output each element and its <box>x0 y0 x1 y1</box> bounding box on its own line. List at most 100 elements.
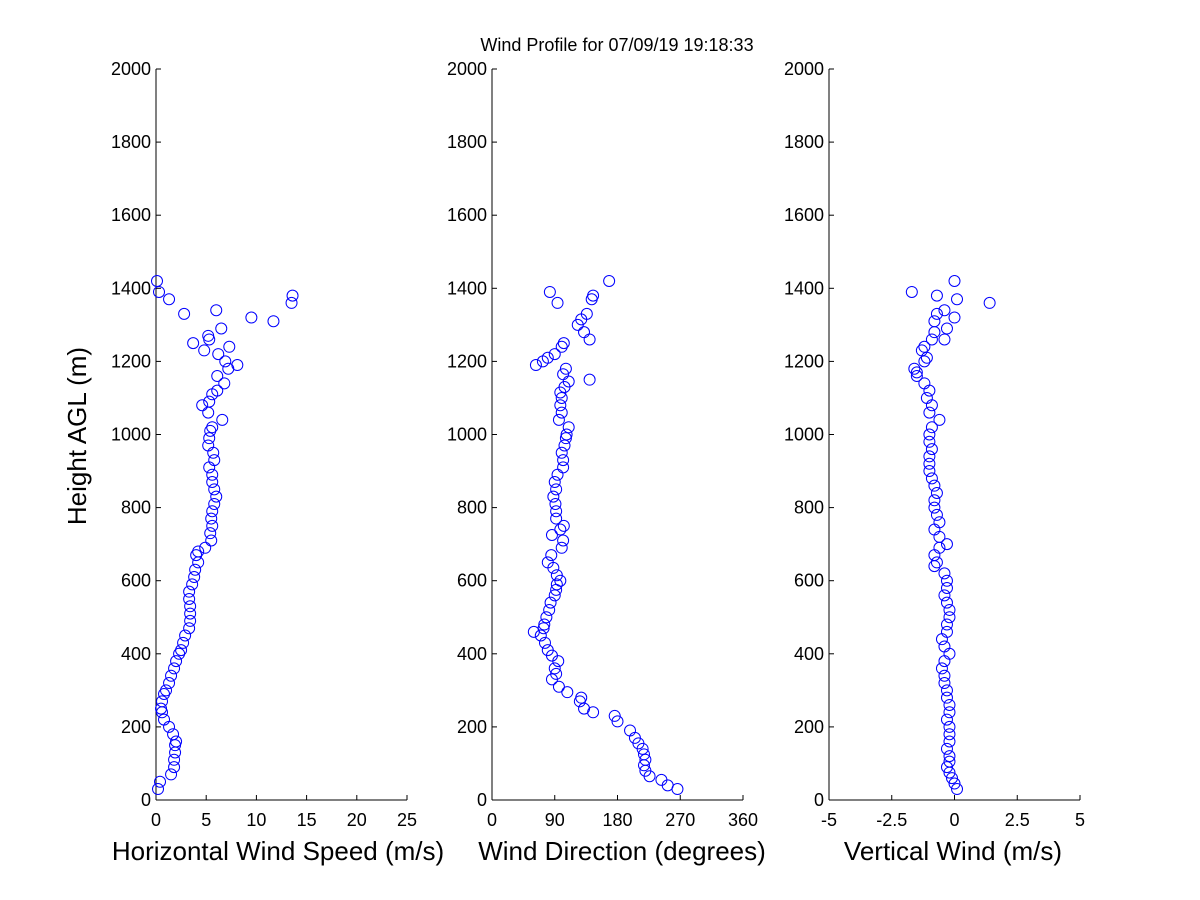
data-point <box>541 644 554 657</box>
data-point <box>549 497 562 510</box>
data-point <box>545 529 558 542</box>
data-point <box>203 432 216 445</box>
data-point <box>202 329 215 342</box>
x-tick-label: 5 <box>1075 810 1085 830</box>
data-point <box>943 706 956 719</box>
y-tick-label: 200 <box>794 717 824 737</box>
x-axis-title: Vertical Wind (m/s) <box>844 836 1062 866</box>
data-point <box>928 479 941 492</box>
data-point <box>208 454 221 467</box>
data-point <box>199 541 212 554</box>
data-point <box>639 753 652 766</box>
data-point <box>920 391 933 404</box>
y-tick-label: 800 <box>794 498 824 518</box>
data-point <box>557 337 570 350</box>
x-tick-label: 270 <box>665 810 695 830</box>
x-tick-label: 0 <box>487 810 497 830</box>
data-point <box>158 713 171 726</box>
data-point <box>928 315 941 328</box>
data-point <box>923 457 936 470</box>
x-tick-label: 20 <box>347 810 367 830</box>
data-point <box>923 450 936 463</box>
data-point <box>183 592 196 605</box>
data-point <box>183 622 196 635</box>
data-point <box>529 359 542 372</box>
data-point <box>938 333 951 346</box>
data-point <box>943 611 956 624</box>
data-point <box>557 519 570 532</box>
x-tick-label: 5 <box>201 810 211 830</box>
data-point <box>210 304 223 317</box>
data-point <box>928 501 941 514</box>
data-point <box>211 384 224 397</box>
data-point <box>655 773 668 786</box>
data-point <box>940 618 953 631</box>
x-axis-title: Horizontal Wind Speed (m/s) <box>112 836 444 866</box>
data-point <box>540 611 553 624</box>
data-point <box>170 655 183 668</box>
data-point <box>206 468 219 481</box>
data-point <box>168 753 181 766</box>
data-point <box>918 340 931 353</box>
data-point <box>908 362 921 375</box>
data-point <box>550 569 563 582</box>
data-point <box>938 640 951 653</box>
panel-vertical-wind: 0 200 400 600 800 1000 1200 1400 1600 1800 2000 -5 -… <box>784 59 1085 866</box>
data-point <box>167 728 180 741</box>
data-point <box>163 293 176 306</box>
data-point <box>168 761 181 774</box>
data-point <box>938 677 951 690</box>
x-axis-title: Wind Direction (degrees) <box>478 836 766 866</box>
data-point <box>286 289 299 302</box>
data-point <box>554 523 567 536</box>
data-point <box>948 311 961 324</box>
data-point <box>218 377 231 390</box>
data-point <box>544 596 557 609</box>
data-point <box>948 274 961 287</box>
data-point <box>205 534 218 547</box>
data-point <box>206 505 219 518</box>
data-point <box>608 709 621 722</box>
y-tick-label: 1200 <box>111 351 151 371</box>
data-point <box>940 322 953 335</box>
data-point <box>940 713 953 726</box>
data-point <box>160 684 173 697</box>
data-point <box>206 519 219 532</box>
data-point <box>184 607 197 620</box>
data-point <box>215 322 228 335</box>
data-point <box>208 483 221 496</box>
panel-wind-direction: 0 200 400 600 800 1000 1200 1400 1600 1800 2000 0 90… <box>447 59 766 866</box>
data-point <box>948 777 961 790</box>
data-point <box>219 355 232 368</box>
data-point <box>538 618 551 631</box>
data-point <box>548 662 561 675</box>
y-tick-label: 0 <box>477 790 487 810</box>
figure-title: Wind Profile for 07/09/19 19:18:33 <box>480 35 753 55</box>
data-point <box>943 603 956 616</box>
data-point <box>637 748 650 761</box>
data-point <box>267 315 280 328</box>
data-point <box>205 512 218 525</box>
data-point <box>188 571 201 584</box>
data-point <box>905 285 918 298</box>
y-tick-label: 400 <box>121 644 151 664</box>
data-point <box>223 340 236 353</box>
data-point <box>930 508 943 521</box>
data-point <box>938 589 951 602</box>
data-point <box>938 669 951 682</box>
data-point <box>910 370 923 383</box>
data-point <box>943 728 956 741</box>
data-point <box>930 289 943 302</box>
data-point <box>231 359 244 372</box>
data-point <box>928 494 941 507</box>
data-point <box>940 574 953 587</box>
data-point <box>187 337 200 350</box>
data-point <box>611 715 624 728</box>
data-point <box>940 684 953 697</box>
data-point <box>196 399 209 412</box>
data-point <box>545 549 558 562</box>
data-point <box>183 585 196 598</box>
data-point <box>554 399 567 412</box>
y-tick-label: 0 <box>814 790 824 810</box>
data-point <box>935 662 948 675</box>
